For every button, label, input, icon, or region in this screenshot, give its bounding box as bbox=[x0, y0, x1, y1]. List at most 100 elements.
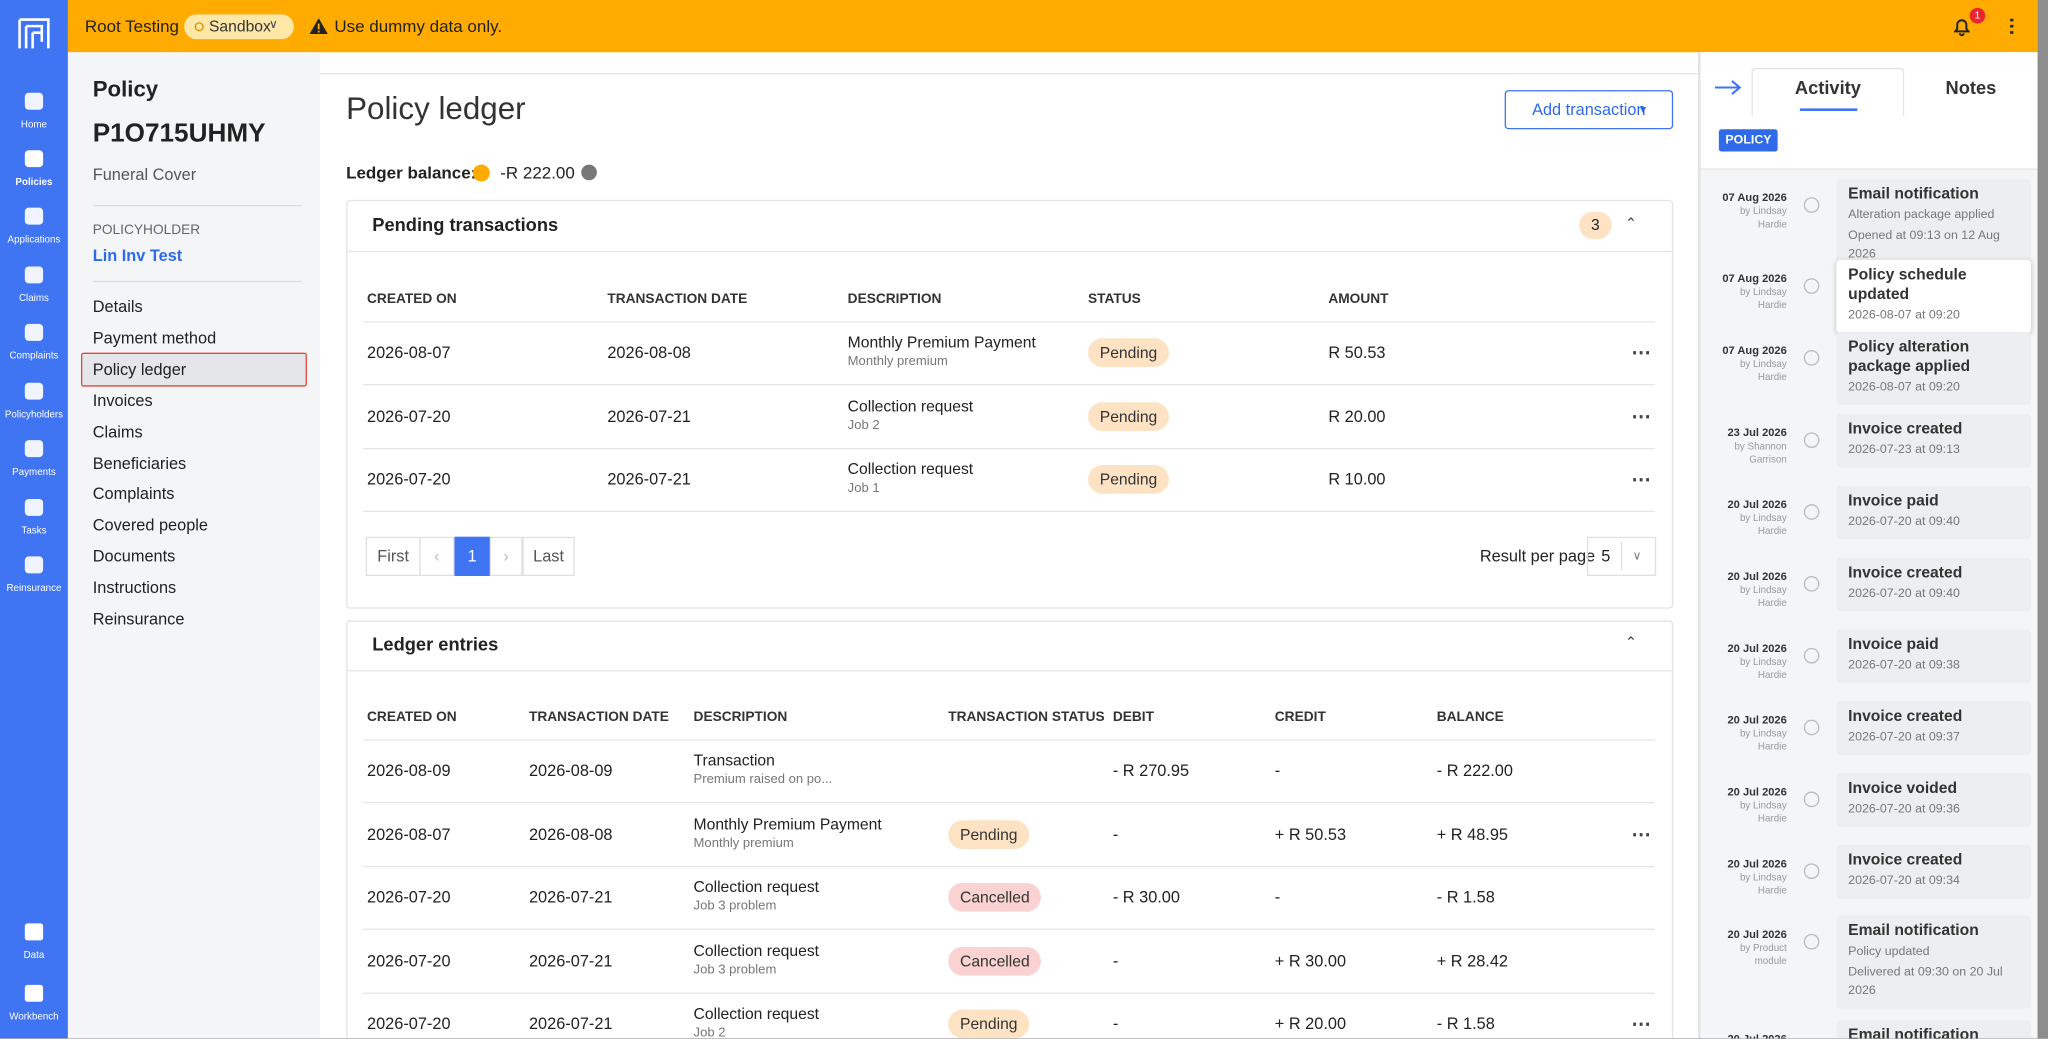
sidebar-menu-item[interactable]: Payment method bbox=[92, 328, 217, 348]
nav-icon[interactable] bbox=[24, 984, 44, 1002]
row-actions[interactable]: ⋯ bbox=[1631, 1014, 1651, 1037]
activity-card[interactable]: Invoice voided 2026-07-20 at 09:36 bbox=[1836, 773, 2032, 827]
nav-icon[interactable] bbox=[24, 498, 44, 516]
nav-label[interactable]: Data bbox=[23, 948, 45, 961]
sidebar-menu-item[interactable]: Instructions bbox=[92, 578, 177, 598]
pagination-button[interactable]: Last bbox=[522, 536, 575, 576]
cell: - bbox=[1274, 761, 1281, 780]
nav-icon[interactable] bbox=[24, 92, 44, 110]
pagination-button[interactable]: ‹ bbox=[419, 536, 455, 576]
nav-label[interactable]: Claims bbox=[18, 291, 49, 304]
activity-title: Invoice created bbox=[1848, 706, 1963, 725]
nav-icon[interactable] bbox=[24, 440, 44, 458]
activity-tab[interactable] bbox=[1751, 67, 1905, 117]
timeline-dot bbox=[1803, 719, 1820, 736]
per-page-select[interactable]: 5 bbox=[1586, 536, 1657, 576]
status-pill: Cancelled bbox=[948, 883, 1042, 912]
cell: 2026-07-20 bbox=[367, 406, 451, 426]
sidebar-label: Policy bbox=[92, 77, 159, 102]
cell-detail: Job 1 bbox=[847, 481, 880, 496]
cell: - bbox=[1112, 951, 1119, 971]
pagination-button[interactable]: 1 bbox=[454, 536, 490, 576]
activity-title: Invoice created bbox=[1848, 850, 1963, 869]
info-icon bbox=[581, 164, 597, 181]
activity-title: Invoice paid bbox=[1848, 491, 1939, 510]
nav-icon[interactable] bbox=[24, 923, 44, 941]
activity-card[interactable]: Invoice created 2026-07-20 at 09:37 bbox=[1836, 701, 2032, 755]
activity-card[interactable]: Email notification Alteration package app… bbox=[1836, 178, 2032, 272]
cell-detail: Monthly premium bbox=[693, 836, 794, 851]
nav-icon[interactable] bbox=[24, 556, 44, 574]
nav-label[interactable]: Payments bbox=[12, 465, 56, 478]
sidebar-menu-item[interactable]: Documents bbox=[92, 547, 176, 566]
nav-label[interactable]: Tasks bbox=[21, 524, 47, 537]
activity-card[interactable]: Invoice paid 2026-07-20 at 09:40 bbox=[1836, 485, 2032, 540]
tab-label[interactable]: Notes bbox=[1945, 77, 1997, 98]
nav-label[interactable]: Workbench bbox=[9, 1010, 59, 1023]
activity-author: by Lindsay Hardie bbox=[1739, 655, 1787, 681]
sidebar-menu-item[interactable]: Policy ledger bbox=[92, 360, 187, 379]
notification-badge: 1 bbox=[1969, 7, 1986, 24]
nav-label[interactable]: Reinsurance bbox=[6, 581, 62, 594]
activity-title: Policy alteration package applied bbox=[1848, 336, 1971, 375]
nav-label[interactable]: Complaints bbox=[9, 349, 59, 362]
activity-card[interactable]: Policy schedule updated 2026-08-07 at 09:… bbox=[1836, 259, 2032, 334]
policyholder-link[interactable]: Lin Inv Test bbox=[92, 246, 183, 266]
status-pill: Pending bbox=[1087, 401, 1170, 431]
divider bbox=[363, 321, 1655, 323]
cell: Collection request bbox=[847, 459, 974, 479]
sidebar-menu-item[interactable]: Beneficiaries bbox=[92, 453, 187, 473]
sidebar-menu-item[interactable]: Claims bbox=[92, 422, 143, 441]
activity-detail: 2026-07-20 at 09:40 bbox=[1848, 586, 1960, 601]
cell: R 50.53 bbox=[1328, 343, 1386, 362]
sidebar-menu-item[interactable]: Reinsurance bbox=[92, 609, 185, 629]
sidebar-menu-item[interactable]: Complaints bbox=[92, 485, 175, 504]
collapse-chevron[interactable]: ⌃ bbox=[1624, 635, 1637, 652]
divider bbox=[92, 205, 302, 207]
cell-detail: Premium raised on po... bbox=[693, 772, 833, 787]
row-actions[interactable]: ⋯ bbox=[1631, 823, 1651, 846]
pagination-button[interactable]: First bbox=[365, 536, 421, 576]
activity-title: Invoice paid bbox=[1848, 634, 1939, 654]
activity-card[interactable]: Invoice created 2026-07-20 at 09:34 bbox=[1836, 845, 2032, 899]
row-actions[interactable]: ⋯ bbox=[1631, 405, 1651, 428]
sidebar-menu-item[interactable]: Details bbox=[92, 297, 143, 317]
warning-text: Use dummy data only. bbox=[334, 16, 503, 36]
nav-label[interactable]: Policyholders bbox=[4, 408, 64, 420]
activity-author: by Lindsay Hardie bbox=[1739, 286, 1787, 311]
nav-label[interactable]: Home bbox=[20, 118, 48, 130]
nav-label[interactable]: Applications bbox=[7, 233, 61, 245]
cell: 2026-08-08 bbox=[607, 343, 691, 362]
collapse-arrow[interactable] bbox=[1714, 78, 1743, 96]
pagination-button[interactable]: › bbox=[489, 536, 523, 576]
cell: + R 20.00 bbox=[1274, 1015, 1347, 1034]
bell-icon[interactable] bbox=[1951, 16, 1972, 37]
nav-icon[interactable] bbox=[24, 150, 44, 168]
activity-card[interactable]: Policy alteration package applied 2026-08… bbox=[1836, 331, 2032, 405]
activity-card[interactable]: Invoice created 2026-07-20 at 09:40 bbox=[1836, 557, 2032, 612]
row-actions[interactable]: ⋯ bbox=[1631, 342, 1651, 365]
tab-label[interactable]: Activity bbox=[1794, 77, 1861, 98]
nav-icon[interactable] bbox=[24, 266, 44, 284]
activity-card[interactable]: Email notification bbox=[1836, 1020, 2032, 1039]
kebab[interactable]: ⋯ bbox=[2002, 16, 2024, 36]
nav-icon[interactable] bbox=[24, 382, 44, 400]
cell: - bbox=[1274, 888, 1281, 907]
activity-card[interactable]: Email notification Policy updated Delivere… bbox=[1836, 915, 2032, 1009]
activity-detail: Opened at 09:13 on 12 Aug 2026 bbox=[1848, 228, 2000, 262]
sidebar-menu-item[interactable]: Invoices bbox=[92, 391, 153, 410]
cell: R 10.00 bbox=[1328, 470, 1386, 489]
cell: - R 1.58 bbox=[1436, 888, 1495, 907]
sidebar-menu-item[interactable]: Covered people bbox=[92, 516, 209, 535]
nav-label[interactable]: Policies bbox=[15, 175, 53, 188]
activity-card[interactable]: Invoice paid 2026-07-20 at 09:38 bbox=[1836, 629, 2032, 684]
cell: Collection request bbox=[847, 396, 974, 415]
row-actions[interactable]: ⋯ bbox=[1631, 468, 1651, 492]
activity-card[interactable]: Invoice created 2026-07-23 at 09:13 bbox=[1836, 414, 2032, 468]
add-transaction-button[interactable]: Add transaction bbox=[1504, 90, 1674, 130]
nav-icon[interactable] bbox=[24, 323, 44, 341]
column-header: BALANCE bbox=[1436, 709, 1504, 725]
column-header: TRANSACTION DATE bbox=[528, 709, 669, 725]
nav-icon[interactable] bbox=[24, 207, 44, 225]
collapse-chevron[interactable]: ⌃ bbox=[1624, 216, 1637, 232]
